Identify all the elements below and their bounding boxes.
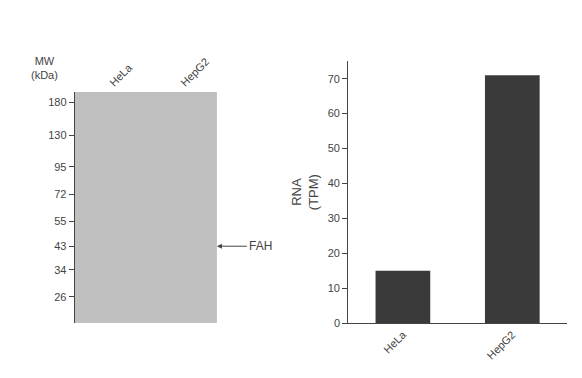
svg-text:50: 50 bbox=[328, 142, 340, 154]
svg-text:26: 26 bbox=[54, 291, 66, 303]
svg-text:70: 70 bbox=[328, 73, 340, 85]
svg-text:43: 43 bbox=[54, 240, 66, 252]
svg-text:HeLa: HeLa bbox=[381, 328, 409, 356]
svg-text:MW(kDa): MW(kDa) bbox=[31, 55, 58, 81]
svg-text:60: 60 bbox=[328, 107, 340, 119]
svg-text:HepG2: HepG2 bbox=[178, 55, 211, 88]
svg-text:20: 20 bbox=[328, 247, 340, 259]
svg-text:130: 130 bbox=[48, 129, 66, 141]
svg-text:0: 0 bbox=[334, 317, 340, 329]
svg-text:RNA(TPM): RNA(TPM) bbox=[289, 174, 321, 210]
svg-text:40: 40 bbox=[328, 177, 340, 189]
svg-text:HeLa: HeLa bbox=[107, 61, 135, 89]
svg-text:FAH: FAH bbox=[249, 239, 272, 253]
svg-text:95: 95 bbox=[54, 161, 66, 173]
svg-text:180: 180 bbox=[48, 96, 66, 108]
svg-text:HepG2: HepG2 bbox=[484, 329, 517, 362]
svg-text:34: 34 bbox=[54, 264, 66, 276]
svg-text:10: 10 bbox=[328, 282, 340, 294]
svg-text:72: 72 bbox=[54, 188, 66, 200]
svg-text:55: 55 bbox=[54, 215, 66, 227]
svg-text:30: 30 bbox=[328, 212, 340, 224]
